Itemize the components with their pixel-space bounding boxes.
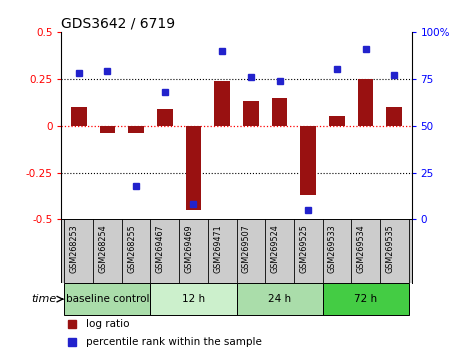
Bar (300, 126, 316, 195)
Bar (214, 81, 230, 126)
Text: GSM269524: GSM269524 (271, 224, 280, 273)
Text: GSM268255: GSM268255 (127, 224, 136, 273)
Text: 72 h: 72 h (354, 294, 377, 304)
Text: GSM269471: GSM269471 (213, 224, 222, 273)
Text: 12 h: 12 h (182, 294, 205, 304)
Bar (128, 126, 144, 133)
Text: GSM269525: GSM269525 (299, 224, 308, 273)
Bar (329, 116, 345, 126)
Text: GSM269533: GSM269533 (328, 224, 337, 273)
Text: GSM268253: GSM268253 (70, 224, 79, 273)
Text: GSM269535: GSM269535 (385, 224, 394, 273)
Text: baseline control: baseline control (66, 294, 149, 304)
Bar (64, 283, 150, 315)
Bar (150, 283, 236, 315)
Bar (272, 98, 288, 126)
Text: 24 h: 24 h (268, 294, 291, 304)
Bar (243, 101, 259, 126)
Bar (323, 283, 409, 315)
Bar (236, 283, 323, 315)
Text: log ratio: log ratio (86, 319, 130, 329)
Text: percentile rank within the sample: percentile rank within the sample (86, 337, 262, 347)
Text: GSM269534: GSM269534 (357, 224, 366, 273)
Bar (99, 126, 115, 133)
Text: time: time (32, 294, 57, 304)
Bar (386, 107, 402, 126)
Bar (157, 109, 173, 126)
Text: GDS3642 / 6719: GDS3642 / 6719 (61, 17, 175, 31)
Text: GSM269507: GSM269507 (242, 224, 251, 273)
Bar (358, 79, 374, 126)
Bar (71, 107, 87, 126)
Bar (185, 126, 201, 210)
Text: GSM269467: GSM269467 (156, 224, 165, 273)
Text: GSM268254: GSM268254 (98, 224, 107, 273)
Text: GSM269469: GSM269469 (184, 224, 193, 273)
